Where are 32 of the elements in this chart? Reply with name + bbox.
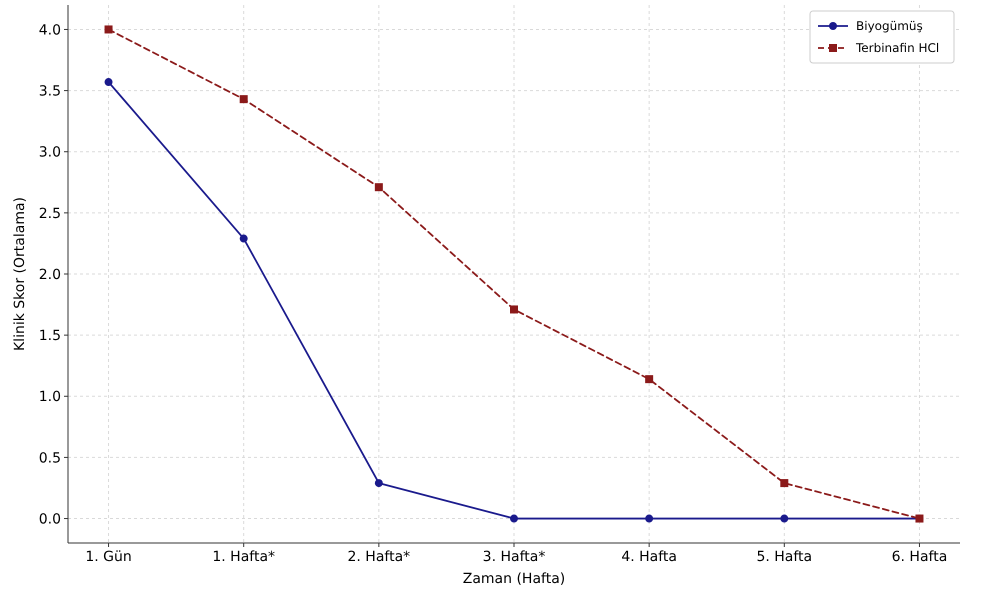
y-tick-label: 3.5 xyxy=(38,83,61,100)
x-tick-label: 1. Gün xyxy=(85,549,132,565)
y-tick-label: 3.0 xyxy=(38,144,61,161)
y-tick-label: 1.5 xyxy=(38,328,61,344)
y-axis-title: Klinik Skor (Ortalama) xyxy=(12,197,28,351)
point xyxy=(240,95,248,104)
legend-label: Terbinafin HCl xyxy=(855,41,940,56)
x-tick-label: 4. Hafta xyxy=(621,549,677,565)
y-tick-label: 2.5 xyxy=(38,206,61,222)
x-tick-label: 6. Hafta xyxy=(892,549,948,565)
y-tick-label: 1.0 xyxy=(38,389,61,406)
x-axis-title: Zaman (Hafta) xyxy=(462,571,566,587)
point xyxy=(104,78,113,86)
legend-label: Biyogümüş xyxy=(856,19,923,34)
point xyxy=(104,25,113,34)
y-tick-label: 4.0 xyxy=(38,22,61,38)
point xyxy=(240,234,248,243)
x-tick-label: 3. Hafta* xyxy=(482,549,546,565)
y-tick-label: 0.0 xyxy=(38,511,61,528)
point xyxy=(374,479,383,488)
x-tick-label: 1. Hafta* xyxy=(212,549,276,565)
point xyxy=(780,479,788,488)
point xyxy=(645,375,654,384)
x-tick-label: 2. Hafta* xyxy=(348,549,410,565)
x-tick-label: 5. Hafta xyxy=(756,549,812,565)
point xyxy=(374,183,383,192)
y-tick-label: 0.5 xyxy=(38,450,61,466)
y-tick-label: 2.0 xyxy=(38,266,61,283)
point xyxy=(510,514,518,523)
point xyxy=(645,514,654,523)
point xyxy=(780,514,788,523)
point xyxy=(510,305,518,314)
